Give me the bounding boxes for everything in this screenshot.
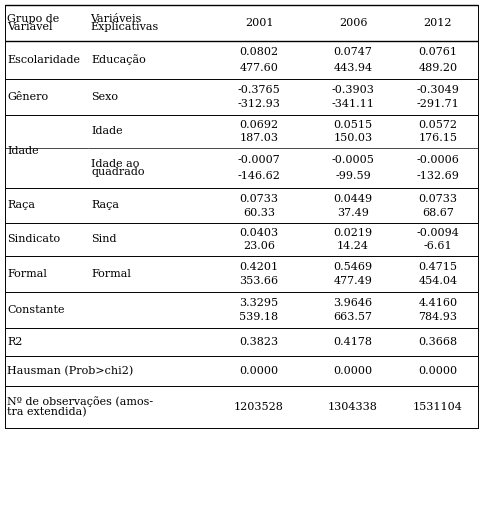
- Text: 0.0802: 0.0802: [240, 47, 279, 58]
- Text: 0.3668: 0.3668: [418, 337, 457, 347]
- Text: Hausman (Prob>chi2): Hausman (Prob>chi2): [7, 366, 133, 376]
- Text: Educação: Educação: [91, 54, 146, 65]
- Text: 0.0761: 0.0761: [418, 47, 457, 58]
- Text: Formal: Formal: [7, 269, 47, 279]
- Text: 0.0515: 0.0515: [333, 120, 372, 130]
- Text: Raça: Raça: [7, 200, 35, 211]
- Text: 0.0692: 0.0692: [240, 120, 279, 130]
- Text: 353.66: 353.66: [240, 276, 279, 286]
- Text: 68.67: 68.67: [422, 208, 454, 217]
- Text: 0.0747: 0.0747: [334, 47, 372, 58]
- Text: -0.3765: -0.3765: [238, 85, 280, 95]
- Text: Gênero: Gênero: [7, 92, 48, 102]
- Text: 37.49: 37.49: [337, 208, 369, 217]
- Text: 0.5469: 0.5469: [333, 262, 372, 272]
- Text: 0.0403: 0.0403: [240, 228, 279, 238]
- Text: Explicativas: Explicativas: [90, 22, 158, 32]
- Text: 23.06: 23.06: [243, 241, 275, 251]
- Text: Escolaridade: Escolaridade: [7, 55, 80, 65]
- Text: -312.93: -312.93: [238, 99, 281, 109]
- Text: 3.3295: 3.3295: [240, 298, 279, 308]
- Text: 1304338: 1304338: [328, 402, 378, 412]
- Text: 60.33: 60.33: [243, 208, 275, 217]
- Text: 176.15: 176.15: [418, 133, 457, 143]
- Text: Idade ao: Idade ao: [91, 159, 140, 169]
- Text: 784.93: 784.93: [418, 312, 457, 322]
- Text: 477.49: 477.49: [334, 276, 372, 286]
- Text: Sexo: Sexo: [91, 92, 118, 102]
- Text: 3.9646: 3.9646: [333, 298, 372, 308]
- Text: 0.0000: 0.0000: [240, 366, 279, 376]
- Text: Sindicato: Sindicato: [7, 235, 60, 244]
- Text: Constante: Constante: [7, 305, 65, 315]
- Text: Variável: Variável: [7, 22, 53, 32]
- Text: Raça: Raça: [91, 200, 119, 211]
- Text: 2001: 2001: [245, 18, 273, 28]
- Text: 0.0733: 0.0733: [240, 194, 279, 203]
- Text: -0.0006: -0.0006: [416, 155, 459, 165]
- Text: 663.57: 663.57: [333, 312, 372, 322]
- Text: 454.04: 454.04: [418, 276, 457, 286]
- Text: tra extendida): tra extendida): [7, 407, 86, 417]
- Text: Formal: Formal: [91, 269, 131, 279]
- Text: 0.0449: 0.0449: [333, 194, 372, 203]
- Text: -341.11: -341.11: [331, 99, 374, 109]
- Text: -0.0094: -0.0094: [416, 228, 459, 238]
- Text: -6.61: -6.61: [424, 241, 452, 251]
- Text: 0.4201: 0.4201: [240, 262, 279, 272]
- Text: R2: R2: [7, 337, 22, 347]
- Text: 539.18: 539.18: [240, 312, 279, 322]
- Text: Nº de observações (amos-: Nº de observações (amos-: [7, 397, 153, 407]
- Text: 0.0219: 0.0219: [333, 228, 372, 238]
- Text: 0.0000: 0.0000: [333, 366, 372, 376]
- Text: 0.4178: 0.4178: [333, 337, 372, 347]
- Text: 187.03: 187.03: [240, 133, 279, 143]
- Text: 1203528: 1203528: [234, 402, 284, 412]
- Text: Idade: Idade: [91, 127, 123, 136]
- Text: 0.3823: 0.3823: [240, 337, 279, 347]
- Text: 0.0733: 0.0733: [418, 194, 457, 203]
- Text: -291.71: -291.71: [417, 99, 459, 109]
- Text: 150.03: 150.03: [333, 133, 372, 143]
- Text: 4.4160: 4.4160: [418, 298, 457, 308]
- Text: -0.3903: -0.3903: [331, 85, 374, 95]
- Text: 477.60: 477.60: [240, 63, 278, 73]
- Text: Idade: Idade: [7, 146, 39, 157]
- Text: 0.4715: 0.4715: [418, 262, 457, 272]
- Text: -0.0007: -0.0007: [238, 155, 280, 165]
- Text: 2012: 2012: [424, 18, 452, 28]
- Text: quadrado: quadrado: [91, 167, 144, 177]
- Text: 489.20: 489.20: [418, 63, 457, 73]
- Text: -146.62: -146.62: [238, 171, 281, 181]
- Text: Grupo de: Grupo de: [7, 14, 59, 24]
- Text: Sind: Sind: [91, 235, 116, 244]
- Text: -132.69: -132.69: [416, 171, 459, 181]
- Text: 14.24: 14.24: [337, 241, 369, 251]
- Text: 1531104: 1531104: [413, 402, 463, 412]
- Text: 0.0572: 0.0572: [418, 120, 457, 130]
- Text: -0.0005: -0.0005: [331, 155, 374, 165]
- Text: Variáveis: Variáveis: [90, 14, 142, 24]
- Text: -0.3049: -0.3049: [416, 85, 459, 95]
- Text: 0.0000: 0.0000: [418, 366, 457, 376]
- Text: 2006: 2006: [339, 18, 367, 28]
- Text: 443.94: 443.94: [333, 63, 372, 73]
- Text: -99.59: -99.59: [335, 171, 371, 181]
